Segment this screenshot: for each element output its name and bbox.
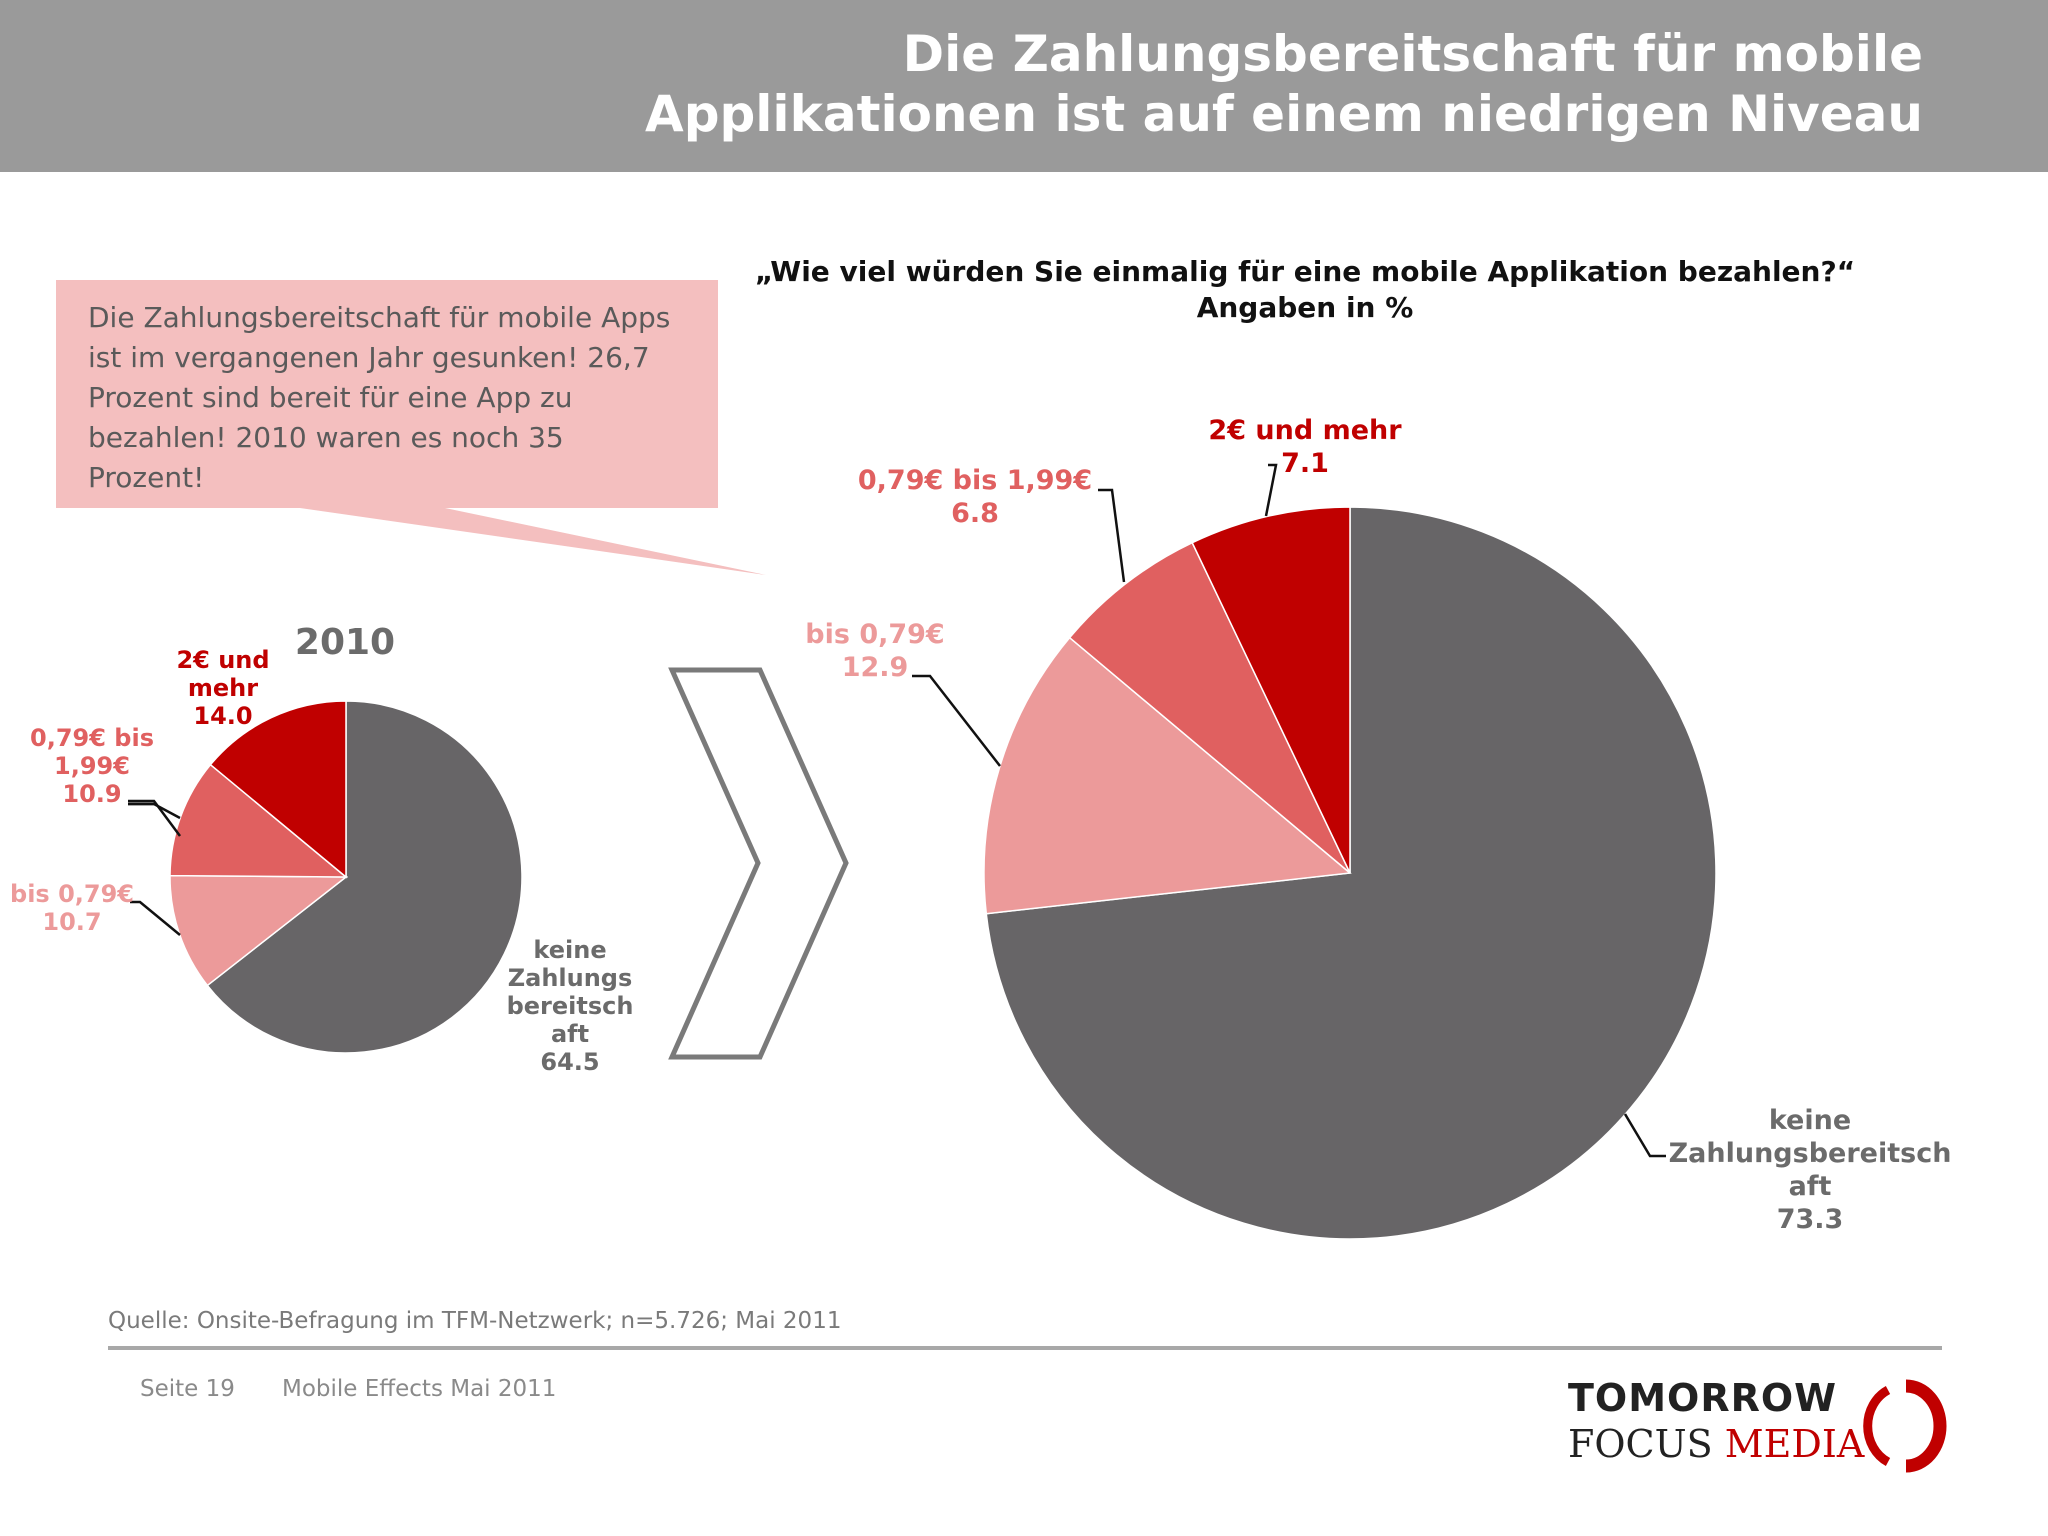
pie-2010-slice-keine [206,700,523,1054]
label-2011-top: 2€ und mehr 7.1 [1208,415,1402,479]
label-2011-keine: keine Zahlungsbereitsch aft 73.3 [1668,1105,1952,1235]
pie-2011-slice-bis079 [983,636,1352,915]
page-title: Die Zahlungsbereitschaft für mobile Appl… [645,25,1923,143]
company-logo: TOMORROW FOCUS MEDIA [1568,1376,1948,1476]
label-2010-top: 2€ und mehr 14.0 [176,646,270,730]
label-2011-mid: 0,79€ bis 1,99€ 6.8 [857,465,1093,529]
chevron-arrow [668,667,849,1060]
chart-question: „Wie viel würden Sie einmalig für eine m… [754,255,1856,324]
leader-lines [128,463,1666,1158]
source-note: Quelle: Onsite-Befragung im TFM-Netzwerk… [108,1308,842,1334]
pie-2010 [169,700,523,1054]
logo-mark-icon [1863,1379,1947,1473]
page-number: Seite 19 [140,1376,235,1402]
header-bar: Die Zahlungsbereitschaft für mobile Appl… [0,0,2048,172]
title-2010: 2010 [294,622,396,663]
label-2010-keine: keine Zahlungs bereitsch aft 64.5 [506,936,634,1076]
pie-2011-slice-top [1191,506,1351,874]
label-2011-bis079: bis 0,79€ 12.9 [805,619,945,683]
pie-2011 [983,506,1717,1240]
pie-2010-slice-mid [169,763,349,878]
label-2010-bis079: bis 0,79€ 10.7 [10,880,134,936]
report-name: Mobile Effects Mai 2011 [282,1376,557,1402]
label-2010-mid: 0,79€ bis 1,99€ 10.9 [30,724,154,808]
pie-2011-slice-mid [1068,541,1351,874]
footer-divider [108,1346,1942,1350]
pie-2010-slice-top [209,700,347,879]
callout-text: Die Zahlungsbereitschaft für mobile Apps… [88,301,671,494]
